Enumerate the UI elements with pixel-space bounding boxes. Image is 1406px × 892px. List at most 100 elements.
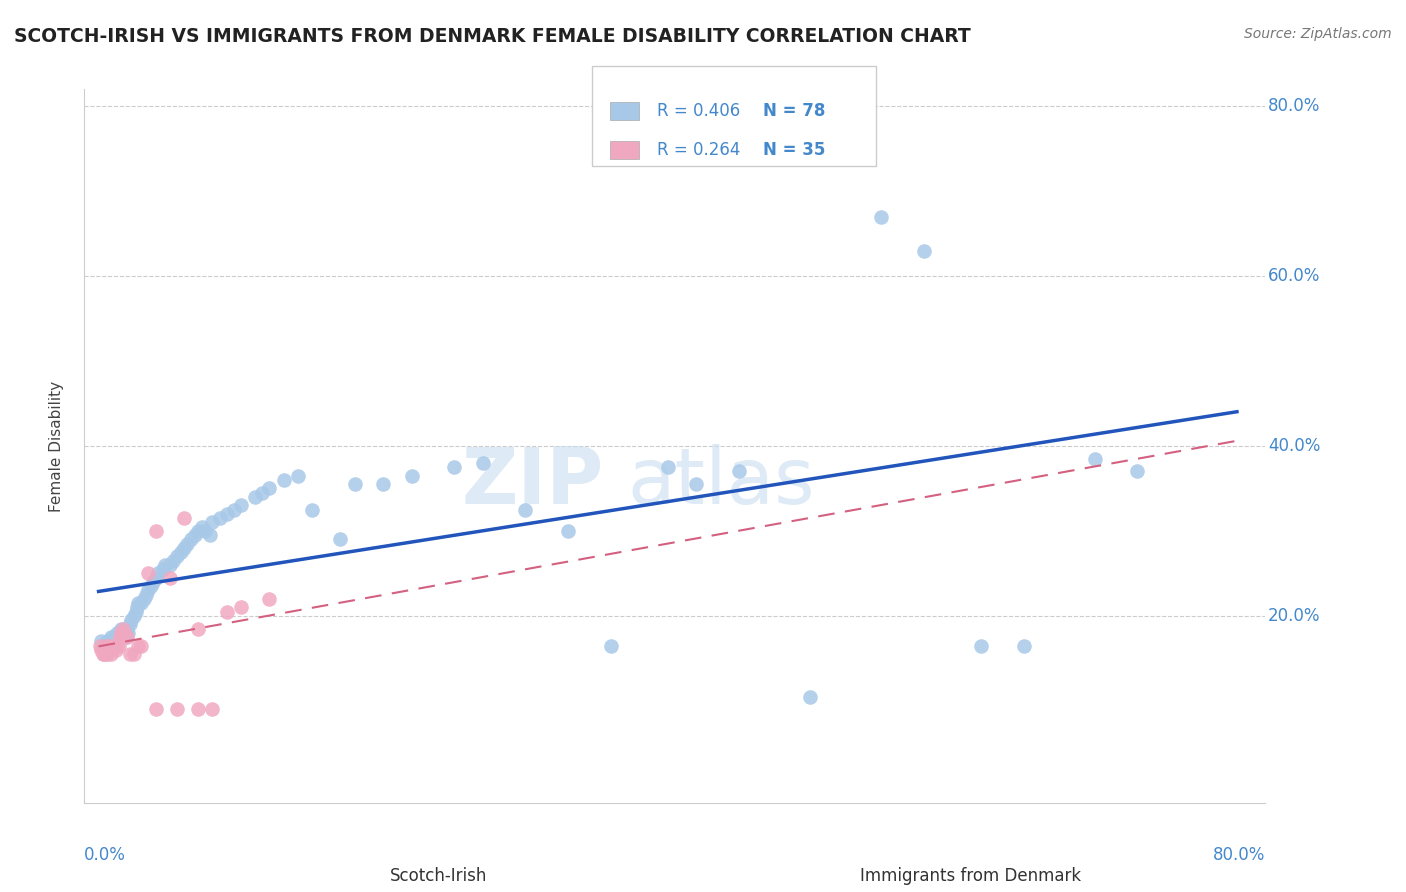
Point bbox=[115, 630, 138, 644]
Point bbox=[155, 558, 177, 572]
FancyBboxPatch shape bbox=[592, 66, 876, 166]
Point bbox=[471, 456, 494, 470]
Point bbox=[93, 647, 115, 661]
Text: N = 35: N = 35 bbox=[763, 141, 825, 159]
Point bbox=[173, 511, 195, 525]
Point bbox=[142, 574, 165, 589]
Text: N = 78: N = 78 bbox=[763, 102, 825, 120]
Text: Scotch-Irish: Scotch-Irish bbox=[389, 867, 488, 885]
Point bbox=[103, 639, 125, 653]
Point bbox=[145, 524, 167, 538]
Point bbox=[112, 622, 135, 636]
Text: SCOTCH-IRISH VS IMMIGRANTS FROM DENMARK FEMALE DISABILITY CORRELATION CHART: SCOTCH-IRISH VS IMMIGRANTS FROM DENMARK … bbox=[14, 27, 970, 45]
Point bbox=[252, 485, 274, 500]
Point bbox=[301, 502, 323, 516]
Text: Source: ZipAtlas.com: Source: ZipAtlas.com bbox=[1244, 27, 1392, 41]
Point bbox=[120, 613, 142, 627]
Point bbox=[117, 626, 139, 640]
Point bbox=[287, 468, 309, 483]
Point bbox=[110, 626, 132, 640]
Point bbox=[187, 702, 209, 716]
Point bbox=[118, 647, 141, 661]
Text: 80.0%: 80.0% bbox=[1268, 97, 1320, 115]
Point bbox=[173, 541, 195, 555]
Point bbox=[115, 622, 138, 636]
Point bbox=[129, 596, 152, 610]
Point bbox=[685, 477, 707, 491]
Point bbox=[101, 630, 124, 644]
Point bbox=[187, 524, 209, 538]
Text: R = 0.406: R = 0.406 bbox=[657, 102, 741, 120]
Point bbox=[98, 643, 121, 657]
FancyBboxPatch shape bbox=[610, 102, 640, 120]
Point bbox=[162, 554, 184, 568]
Point bbox=[443, 460, 465, 475]
Point bbox=[125, 600, 148, 615]
Point bbox=[229, 600, 252, 615]
Text: 40.0%: 40.0% bbox=[1268, 437, 1320, 455]
Point bbox=[97, 639, 120, 653]
Point bbox=[145, 571, 167, 585]
Point bbox=[343, 477, 366, 491]
Point bbox=[90, 634, 112, 648]
Text: 20.0%: 20.0% bbox=[1268, 607, 1320, 625]
Point bbox=[170, 545, 193, 559]
Point bbox=[1126, 465, 1149, 479]
Point bbox=[94, 639, 117, 653]
Point bbox=[138, 583, 160, 598]
Point bbox=[201, 702, 224, 716]
Point bbox=[122, 608, 145, 623]
Point bbox=[104, 634, 127, 648]
Point bbox=[187, 622, 209, 636]
Point bbox=[127, 639, 149, 653]
Point bbox=[107, 639, 129, 653]
Point bbox=[129, 639, 152, 653]
Point bbox=[222, 502, 245, 516]
Point bbox=[91, 647, 114, 661]
Text: R = 0.264: R = 0.264 bbox=[657, 141, 741, 159]
Point bbox=[243, 490, 266, 504]
Point bbox=[273, 473, 295, 487]
Point bbox=[180, 533, 202, 547]
Point bbox=[105, 639, 128, 653]
Point bbox=[557, 524, 579, 538]
Point bbox=[191, 519, 214, 533]
Point bbox=[111, 622, 134, 636]
Point bbox=[184, 528, 207, 542]
Point bbox=[91, 643, 114, 657]
Point bbox=[96, 634, 118, 648]
Point bbox=[201, 516, 224, 530]
Point bbox=[118, 617, 141, 632]
Point bbox=[127, 596, 149, 610]
Point bbox=[599, 639, 621, 653]
Point bbox=[122, 647, 145, 661]
Point bbox=[94, 647, 117, 661]
Point bbox=[194, 524, 217, 538]
Text: Immigrants from Denmark: Immigrants from Denmark bbox=[859, 867, 1081, 885]
Text: 80.0%: 80.0% bbox=[1213, 846, 1265, 863]
Point bbox=[100, 647, 122, 661]
Point bbox=[111, 630, 134, 644]
Point bbox=[159, 571, 181, 585]
Point bbox=[166, 549, 188, 564]
Point bbox=[870, 210, 893, 224]
Point bbox=[100, 630, 122, 644]
Point bbox=[110, 622, 132, 636]
Point bbox=[799, 690, 821, 704]
Y-axis label: Female Disability: Female Disability bbox=[49, 380, 63, 512]
Point bbox=[401, 468, 423, 483]
Point bbox=[138, 566, 160, 581]
Point bbox=[98, 634, 121, 648]
Point bbox=[259, 482, 281, 496]
Point bbox=[166, 702, 188, 716]
Point bbox=[105, 626, 128, 640]
Text: 60.0%: 60.0% bbox=[1268, 267, 1320, 285]
Point bbox=[96, 647, 118, 661]
Point bbox=[329, 533, 352, 547]
Point bbox=[176, 537, 198, 551]
Point bbox=[104, 643, 127, 657]
Point bbox=[107, 630, 129, 644]
Point bbox=[141, 579, 163, 593]
Point bbox=[148, 566, 170, 581]
Point bbox=[208, 511, 231, 525]
